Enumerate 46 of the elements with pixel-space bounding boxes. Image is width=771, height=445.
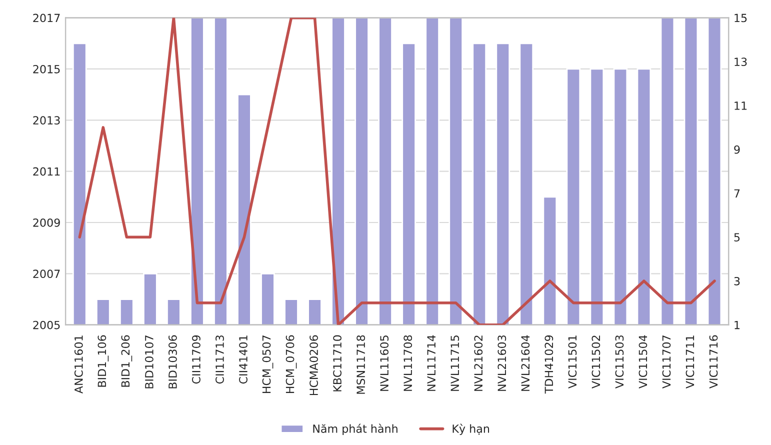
x-tick-label: BID1_206 (121, 335, 132, 387)
y2-tick-label: 13 (734, 58, 747, 66)
x-tick-label: TDH41029 (544, 335, 554, 394)
y2-tick-label: 5 (734, 233, 740, 242)
x-tick-label: CII11713 (216, 335, 224, 384)
y2-tick-label: 3 (734, 276, 740, 286)
x-tick-label: NVL21602 (474, 336, 483, 391)
y-tick-label: 2015 (33, 64, 60, 74)
x-tick-label: NVL11708 (404, 335, 412, 391)
y2-tick-label: 11 (734, 102, 747, 110)
legend-label: Năm phát hành (313, 424, 398, 435)
y-tick-label: 2013 (33, 116, 60, 125)
x-tick-label: ANC11601 (74, 336, 83, 394)
y-tick-label: 2005 (33, 320, 60, 330)
x-tick-label: KBC11710 (333, 335, 342, 392)
x-tick-label: BID1_106 (98, 335, 109, 387)
x-tick-label: VIC11716 (709, 335, 718, 388)
x-tick-label: HCM_0507 (262, 336, 274, 394)
x-tick-label: NVL11605 (380, 336, 389, 391)
line-series (78, 18, 716, 325)
x-tick-label: VIC11503 (615, 335, 624, 388)
y2-tick-label: 7 (734, 189, 740, 198)
x-tick-label: VIC11502 (592, 336, 600, 388)
y-tick-label: 2011 (33, 167, 60, 176)
x-tick-label: BID10306 (168, 335, 177, 388)
x-tick-label: NVL11714 (427, 335, 436, 391)
x-tick-label: NVL21603 (498, 335, 506, 391)
x-tick-label: VIC11504 (638, 335, 648, 388)
x-tick-label: HCM_0706 (286, 335, 297, 394)
x-tick-label: NVL21604 (521, 335, 530, 391)
x-tick-label: CII41401 (239, 336, 248, 384)
y-tick-label: 2007 (33, 270, 60, 278)
x-tick-label: MSN11718 (356, 335, 366, 394)
x-tick-label: CII11709 (192, 335, 200, 384)
x-tick-label: VIC11707 (662, 336, 671, 388)
y2-tick-label: 9 (734, 145, 740, 154)
x-tick-label: VIC11711 (686, 336, 694, 388)
y2-tick-label: 1 (734, 320, 740, 330)
x-tick-label: NVL11715 (450, 336, 460, 391)
x-tick-label: BID10107 (145, 336, 154, 388)
y2-tick-label: 15 (734, 14, 747, 22)
y-tick-label: 2009 (33, 218, 60, 227)
legend-label: Kỳ hạn (452, 424, 490, 435)
x-tick-label: HCMA0206 (310, 335, 318, 396)
y-tick-label: 2017 (33, 14, 60, 22)
x-tick-label: VIC11501 (568, 336, 577, 388)
